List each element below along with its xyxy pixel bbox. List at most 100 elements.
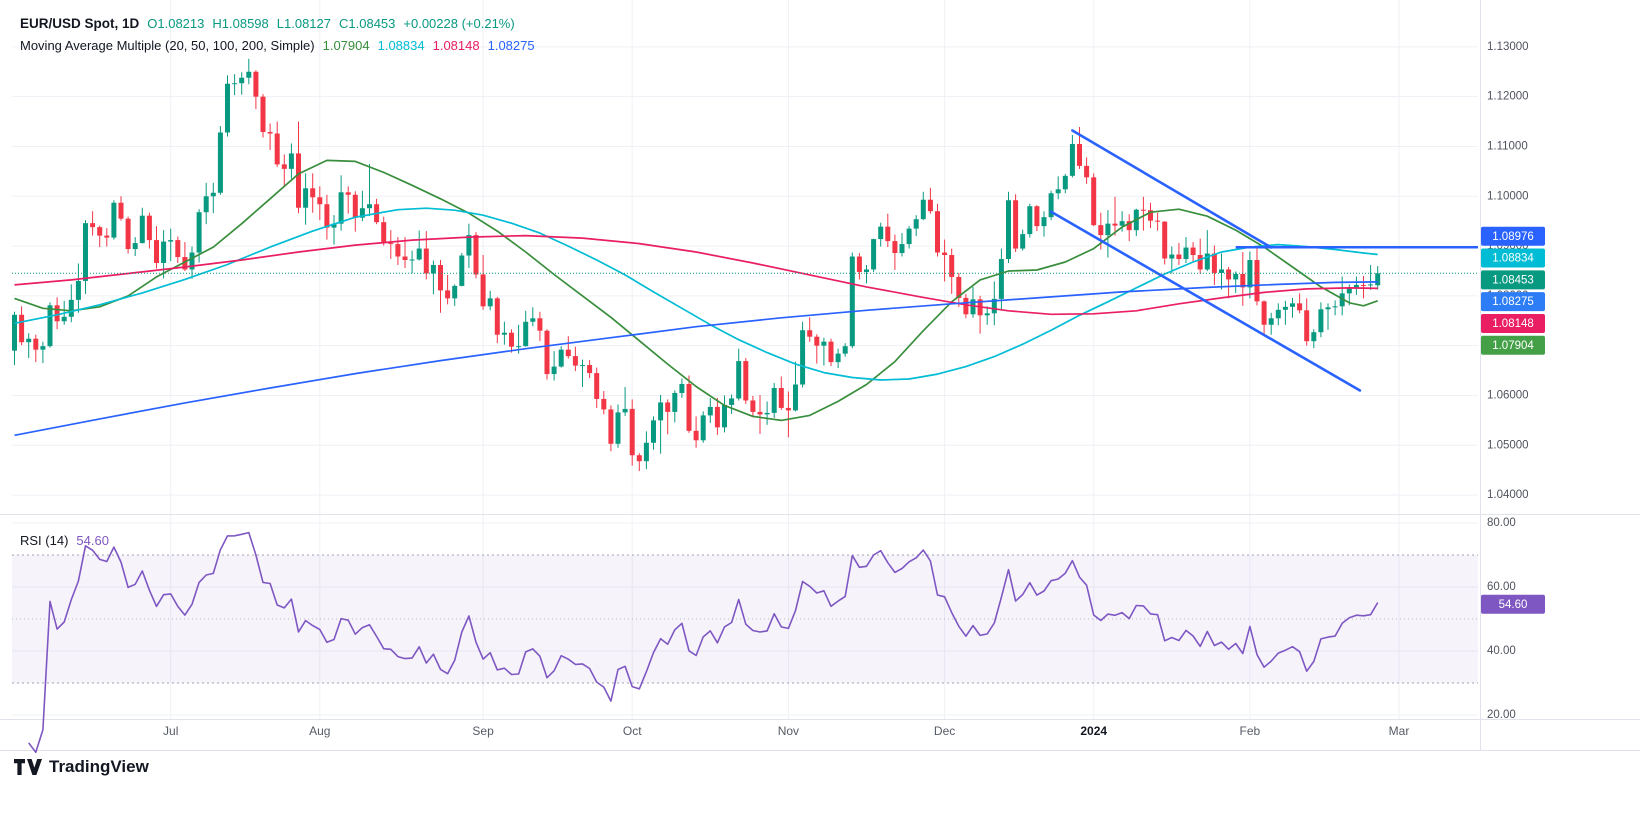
candle [232,74,238,96]
ma-line-ma50[interactable] [14,207,1378,381]
axis-tick-label: 1.11000 [1487,140,1528,152]
trendline-2[interactable] [1049,210,1362,392]
axis-tick-label: 1.05000 [1487,439,1529,451]
candle [580,359,585,387]
candle [203,182,209,225]
price-badge-1.08834: 1.08834 [1481,248,1545,268]
candle [1268,312,1274,335]
main-legend[interactable]: EUR/USD Spot, 1D O1.08213 H1.08598 L1.08… [20,12,543,56]
candle [1169,246,1175,274]
candle [828,338,834,367]
candle [594,367,600,408]
ohlc-close: C1.08453 [339,15,396,31]
candle [785,391,791,438]
candle [864,264,869,284]
candle [132,237,138,257]
ohlc-low: L1.08127 [276,15,331,31]
candle [963,293,969,319]
candle [19,306,25,346]
candle [1240,252,1246,306]
candle [572,346,578,372]
candle [693,416,699,448]
rsi-title[interactable]: RSI (14) [20,532,69,548]
price-badge-1.08976: 1.08976 [1481,226,1545,246]
candle [438,260,443,313]
candle [849,252,855,349]
candle [75,263,81,313]
candle [1069,135,1075,178]
candle [516,324,522,354]
candle [906,226,912,249]
candle [1204,230,1210,271]
rsi-value: 54.60 [76,532,109,548]
rsi-line[interactable] [28,531,1379,754]
candle [40,341,46,364]
candle [927,187,933,214]
candle [1055,176,1061,200]
candle [665,399,671,435]
ohlc-open: O1.08213 [147,15,205,31]
tradingview-logo[interactable]: TradingView [14,757,149,777]
rsi-legend[interactable]: RSI (14) 54.60 [20,529,117,551]
candle [523,310,529,347]
axis-tick-label: Feb [1240,724,1261,738]
candle [800,321,806,388]
candle [871,238,877,272]
trendline-1[interactable] [1071,129,1273,249]
candle [388,230,394,260]
candle [409,250,415,274]
candle [686,375,692,433]
candle [225,75,230,137]
candle [1062,173,1068,194]
candle [239,72,245,95]
price-badge-1.08148: 1.08148 [1481,313,1545,333]
candle [459,253,465,287]
candle [1211,245,1217,285]
price-badges: 1.08976 1.08834 1.08453 1.08275 1.08148 1.079… [1481,226,1545,614]
candle [473,232,479,279]
candle [643,431,649,470]
candle [26,333,32,359]
axis-tick-label: Mar [1389,724,1410,738]
candle [1105,210,1111,258]
ma-line-ma20[interactable] [14,159,1378,422]
candle [111,200,117,240]
candle [892,234,898,270]
axis-tick-label: Dec [934,724,955,738]
axis-tick-label: 1.08148 [1492,318,1534,330]
symbol-title[interactable]: EUR/USD Spot, 1D [20,15,140,31]
candle [1304,298,1310,346]
indicator-title[interactable]: Moving Average Multiple (20, 50, 100, 20… [20,37,315,53]
candle [303,173,309,225]
ma200-value: 1.08275 [487,37,535,53]
candle [558,346,564,368]
axis-tick-label: 1.12000 [1487,91,1529,103]
candle [494,296,500,344]
pane-dividers [0,0,1640,751]
price-axis[interactable]: 1.130001.120001.110001.100001.090001.080… [1487,41,1529,721]
ma-line-ma100[interactable] [14,234,1378,316]
ma-line-ma200[interactable] [14,281,1378,437]
ohlc-high: H1.08598 [212,15,269,31]
time-axis[interactable]: Jul Aug Sep Oct Nov Dec 2024 Feb Mar [163,724,1409,738]
candle [622,387,628,416]
axis-tick-label: Nov [778,724,799,738]
candle [210,182,216,214]
candle [544,329,550,380]
candle [714,397,720,435]
ma50-value: 1.08834 [377,37,425,53]
tradingview-logo-icon [14,758,42,775]
candle [374,198,380,225]
candle [54,297,60,330]
candle [466,223,472,268]
candle [807,317,813,342]
candle [1297,293,1303,314]
candle [565,336,571,359]
candle [729,394,735,414]
candle [253,70,259,110]
candle [1190,242,1196,263]
candle [1126,214,1132,242]
candle [1353,276,1359,295]
candle [1226,266,1232,299]
